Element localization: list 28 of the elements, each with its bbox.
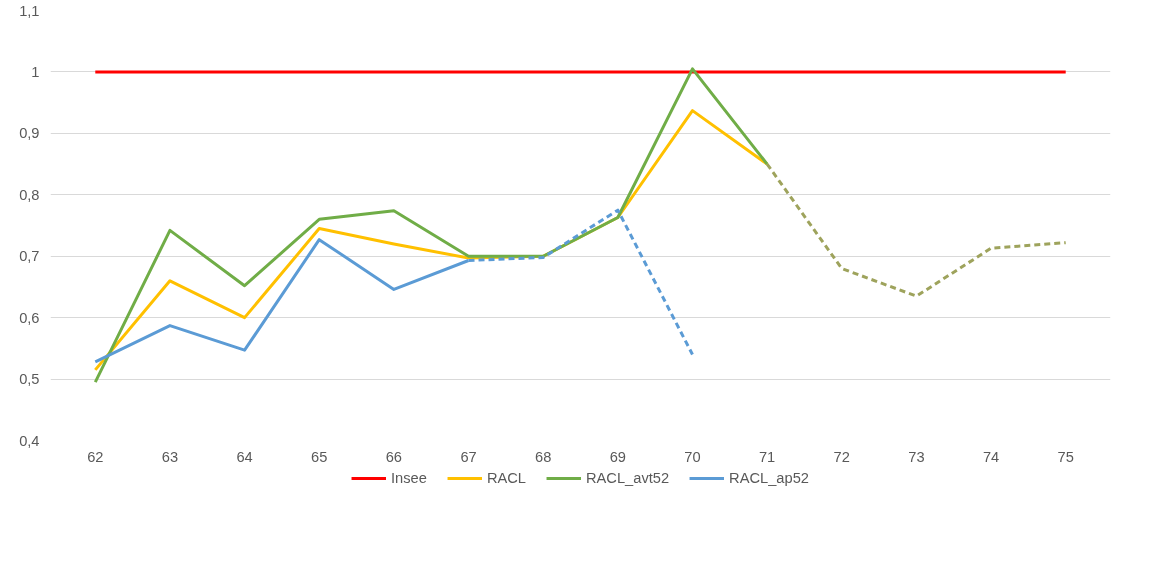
x-tick-label: 64 (236, 448, 253, 465)
y-tick-label: 0,5 (19, 371, 40, 388)
x-tick-label: 63 (161, 448, 179, 465)
legend-label: RACL_avt52 (586, 470, 670, 486)
y-tick-label: 0,4 (19, 432, 40, 449)
x-tick-label: 70 (684, 448, 701, 465)
x-tick-label: 75 (1057, 448, 1074, 465)
x-tick-label: 69 (609, 448, 626, 465)
y-tick-label: 0,7 (19, 248, 40, 265)
y-tick-label: 0,8 (19, 186, 40, 203)
x-tick-label: 65 (311, 448, 328, 465)
legend-label: RACL (486, 470, 526, 486)
y-tick-label: 1 (31, 63, 40, 80)
x-tick-label: 67 (460, 448, 477, 465)
legend-label: Insee (391, 470, 427, 486)
y-tick-label: 1,1 (19, 2, 40, 19)
line-series (765, 162, 1068, 298)
x-tick-label: 68 (535, 448, 552, 465)
x-tick-label: 71 (758, 448, 776, 465)
y-tick-label: 0,6 (19, 309, 40, 326)
x-tick-label: 66 (385, 448, 403, 465)
y-tick-label: 0,9 (19, 125, 40, 142)
line-series (93, 67, 769, 384)
x-tick-label: 74 (982, 448, 1000, 465)
x-tick-label: 62 (87, 448, 104, 465)
legend-label: RACL_ap52 (729, 470, 809, 486)
x-tick-label: 72 (833, 448, 850, 465)
x-tick-label: 73 (908, 448, 925, 465)
